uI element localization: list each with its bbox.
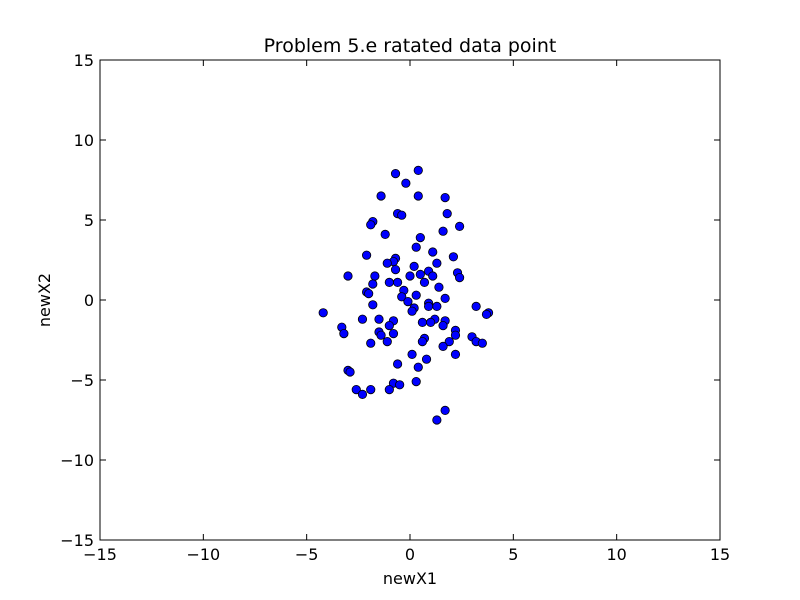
data-point bbox=[318, 308, 328, 318]
data-point bbox=[374, 314, 384, 324]
data-point bbox=[413, 362, 423, 372]
y-tick-label: −5 bbox=[70, 371, 94, 390]
data-point bbox=[357, 314, 368, 324]
data-point bbox=[366, 220, 376, 230]
data-point bbox=[432, 415, 442, 425]
data-point bbox=[440, 405, 450, 415]
data-point bbox=[421, 354, 432, 364]
x-tick-label: −10 bbox=[186, 545, 220, 564]
x-tick-label: 0 bbox=[405, 545, 415, 564]
x-tick-label: −15 bbox=[83, 545, 117, 564]
data-point bbox=[388, 328, 399, 339]
data-point bbox=[438, 226, 448, 236]
data-point bbox=[366, 338, 376, 348]
data-point bbox=[401, 178, 411, 188]
data-point bbox=[428, 271, 438, 281]
data-point bbox=[376, 191, 386, 201]
x-tick-label: 10 bbox=[606, 545, 626, 564]
y-axis-label: newX2 bbox=[35, 273, 54, 327]
data-point bbox=[392, 277, 403, 287]
data-point bbox=[407, 349, 417, 359]
data-point bbox=[382, 258, 392, 268]
data-point bbox=[415, 233, 425, 243]
data-point bbox=[361, 250, 372, 260]
data-point bbox=[382, 336, 392, 347]
x-tick-label: 5 bbox=[508, 545, 518, 564]
data-point bbox=[411, 290, 421, 300]
data-point bbox=[364, 288, 374, 299]
data-point bbox=[471, 301, 481, 311]
data-point bbox=[444, 336, 454, 347]
data-point bbox=[413, 165, 423, 175]
data-point bbox=[390, 264, 401, 275]
data-point bbox=[432, 258, 442, 268]
y-tick-label: 10 bbox=[74, 131, 94, 150]
data-point bbox=[428, 247, 438, 257]
y-tick-label: 15 bbox=[74, 51, 94, 70]
data-point bbox=[448, 252, 458, 262]
data-point bbox=[384, 277, 394, 287]
data-point bbox=[409, 261, 419, 271]
points-layer bbox=[318, 165, 494, 425]
data-point bbox=[395, 380, 405, 390]
ticks-layer: −15 −10 −5 0 5 10 15 −15 −10 −5 0 5 10 15 bbox=[60, 51, 730, 564]
data-point bbox=[397, 210, 407, 220]
data-point bbox=[397, 292, 407, 302]
data-point bbox=[357, 389, 368, 399]
data-point bbox=[411, 376, 421, 387]
y-tick-label: 5 bbox=[84, 211, 94, 230]
data-point bbox=[384, 320, 394, 331]
x-axis-label: newX1 bbox=[383, 569, 437, 588]
data-point bbox=[442, 209, 452, 219]
data-point bbox=[405, 271, 415, 281]
data-point bbox=[481, 309, 492, 319]
data-point bbox=[438, 341, 448, 351]
data-point bbox=[413, 191, 423, 201]
data-point bbox=[417, 317, 427, 327]
data-point bbox=[345, 367, 355, 377]
data-point bbox=[384, 384, 394, 395]
y-tick-label: −15 bbox=[60, 531, 94, 550]
data-point bbox=[376, 330, 386, 340]
data-point bbox=[434, 282, 444, 292]
data-point bbox=[450, 330, 461, 340]
data-point bbox=[339, 328, 349, 339]
data-point bbox=[390, 169, 401, 179]
chart-title: Problem 5.e ratated data point bbox=[264, 35, 557, 57]
data-point bbox=[440, 193, 450, 203]
data-point bbox=[419, 277, 430, 287]
data-point bbox=[411, 242, 421, 252]
y-tick-label: −10 bbox=[60, 451, 94, 470]
data-point bbox=[403, 296, 413, 307]
x-tick-label: −5 bbox=[295, 545, 319, 564]
data-point bbox=[450, 349, 461, 359]
data-point bbox=[432, 301, 442, 311]
y-tick-label: 0 bbox=[84, 291, 94, 310]
data-point bbox=[366, 384, 376, 395]
data-point bbox=[440, 293, 450, 303]
x-tick-label: 15 bbox=[710, 545, 730, 564]
data-point bbox=[454, 272, 465, 283]
data-point bbox=[415, 269, 425, 279]
data-point bbox=[477, 338, 487, 348]
data-point bbox=[368, 279, 378, 289]
data-point bbox=[380, 229, 390, 239]
data-point bbox=[392, 359, 403, 369]
data-point bbox=[426, 317, 436, 327]
data-point bbox=[454, 221, 465, 231]
data-point bbox=[417, 336, 427, 347]
data-point bbox=[351, 384, 361, 395]
data-point bbox=[407, 306, 417, 316]
data-point bbox=[368, 300, 378, 310]
data-point bbox=[438, 320, 448, 331]
data-point bbox=[370, 271, 380, 281]
data-point bbox=[423, 301, 434, 311]
data-point bbox=[343, 271, 353, 281]
